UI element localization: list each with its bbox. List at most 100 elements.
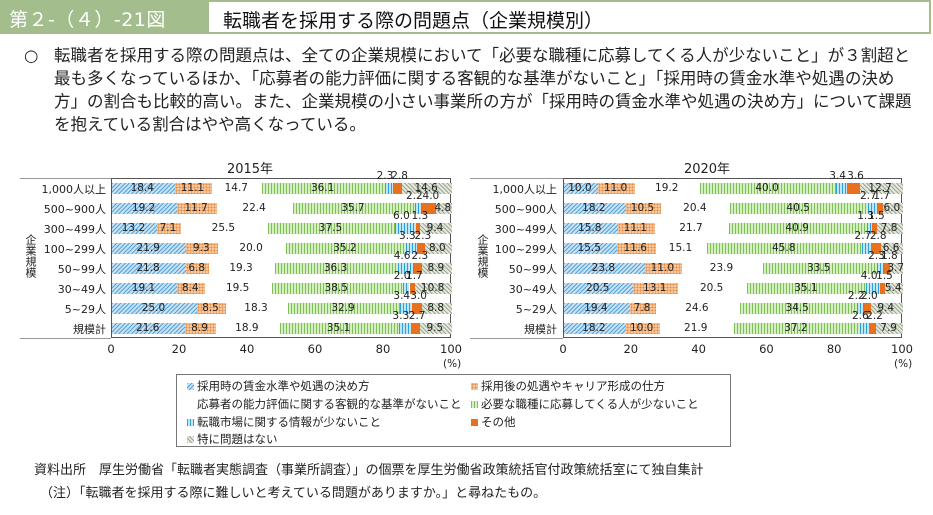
legend-label: 採用後の処遇やキャリア形成の仕方 xyxy=(481,379,665,393)
bar-segment xyxy=(733,322,860,334)
data-label: 19.4 xyxy=(584,302,608,314)
bar-segment xyxy=(385,182,393,194)
data-label: 8.0 xyxy=(429,242,446,254)
data-label: 18.2 xyxy=(582,202,606,214)
legend-label: 必要な職種に応募してくる人が少ないこと xyxy=(481,397,699,411)
data-label: 1.3 xyxy=(857,209,874,222)
data-label: 36.1 xyxy=(310,182,335,194)
bar-segment xyxy=(876,322,903,334)
bar-segment xyxy=(867,202,877,214)
bar-segment xyxy=(868,322,877,334)
bar-segment xyxy=(392,182,403,194)
category-label: 1,000人以上 xyxy=(41,183,107,196)
data-label: 22.4 xyxy=(242,202,266,214)
x-tick-label: 0 xyxy=(559,342,567,356)
bar-segment xyxy=(564,282,634,294)
bar-segment xyxy=(414,202,423,214)
data-label: 3.4 xyxy=(829,169,846,182)
bar-segment xyxy=(625,322,660,334)
bar-segment xyxy=(421,262,452,274)
category-label: 100~299人 xyxy=(494,243,557,256)
data-label: 1.5 xyxy=(876,269,893,282)
category-label: 300~499人 xyxy=(494,223,557,236)
bar-segment xyxy=(879,282,886,294)
bar-segment xyxy=(435,202,452,214)
bar-segment xyxy=(890,262,903,274)
data-label: 18.4 xyxy=(130,182,154,194)
data-label: 20.5 xyxy=(586,282,610,294)
bar-segment xyxy=(867,222,872,234)
data-label: 4.0 xyxy=(860,269,878,282)
data-label: 23.9 xyxy=(709,262,734,274)
data-label: 2.2 xyxy=(866,309,883,322)
legend-item-career: 採用後の処遇やキャリア形成の仕方 xyxy=(471,378,665,394)
bar-segment xyxy=(864,302,871,314)
bar-segment xyxy=(274,262,399,274)
bar-segment xyxy=(112,242,187,254)
category-label: 30~49人 xyxy=(508,283,557,296)
x-tick-label: 60 xyxy=(759,342,774,356)
x-tick-label: 100 xyxy=(891,342,913,356)
bar-segment xyxy=(416,242,425,254)
data-label: 1.7 xyxy=(406,269,423,282)
bar-segment xyxy=(597,182,636,194)
bar-segment xyxy=(564,322,626,334)
data-label: 19.1 xyxy=(131,282,156,294)
figure-header: 第２-（４）-21図 転職者を採用する際の問題点（企業規模別） xyxy=(0,0,931,34)
data-label: 2.3 xyxy=(411,249,429,262)
data-label: 3.7 xyxy=(887,262,905,274)
x-tick-label: 40 xyxy=(691,342,706,356)
data-label: 9.5 xyxy=(426,322,444,334)
data-label: 11.1 xyxy=(623,222,648,234)
bar-segment xyxy=(882,202,903,214)
bar-segment xyxy=(177,202,218,214)
bar-segment xyxy=(293,202,415,214)
data-label: 1.3 xyxy=(411,209,429,222)
data-label: 12.7 xyxy=(868,182,892,194)
data-label: 2.7 xyxy=(859,189,877,202)
legend: 採用時の賃金水準や処遇の決め方 採用後の処遇やキャリア形成の仕方 応募者の能力評… xyxy=(176,374,731,447)
bar-segment xyxy=(564,242,617,254)
data-label: 15.1 xyxy=(668,242,693,254)
bullet-icon: ○ xyxy=(24,46,39,65)
category-label: 規模計 xyxy=(73,323,106,336)
legend-swatch-icon xyxy=(187,401,194,408)
bar-segment xyxy=(399,302,412,314)
bar-segment xyxy=(271,282,403,294)
bar-segment xyxy=(286,242,406,254)
bar-segment xyxy=(421,302,452,314)
bar-segment xyxy=(424,242,452,254)
bar-segment xyxy=(856,302,864,314)
legend-swatch-icon xyxy=(187,382,194,390)
bar-segment xyxy=(644,262,682,274)
x-tick-label: 80 xyxy=(826,342,842,356)
data-label: 2.2 xyxy=(847,289,865,302)
data-label: 37.5 xyxy=(318,222,343,234)
bar-segment xyxy=(174,182,213,194)
category-label: 300~499人 xyxy=(43,223,106,236)
bar-segment xyxy=(762,262,877,274)
data-label: 3.0 xyxy=(410,289,427,302)
bar-segment xyxy=(197,302,226,314)
data-label: 3.6 xyxy=(847,169,864,182)
data-label: 7.1 xyxy=(159,222,177,234)
category-label: 規模計 xyxy=(524,323,557,336)
data-label: 2.7 xyxy=(408,309,426,322)
data-label: 8.5 xyxy=(202,302,219,314)
bar-segment xyxy=(880,242,904,254)
data-label: 11.6 xyxy=(623,242,647,254)
data-label: 9.4 xyxy=(877,302,895,314)
bar-segment xyxy=(112,262,187,274)
data-label: 20.0 xyxy=(239,242,263,254)
x-tick-label: 20 xyxy=(623,342,639,356)
legend-swatch-icon xyxy=(471,418,478,426)
bar-segment xyxy=(399,322,411,334)
bar-segment xyxy=(564,222,618,234)
data-label: 7.8 xyxy=(880,222,898,234)
bar-segment xyxy=(186,242,219,254)
bar-segment xyxy=(747,282,867,294)
data-label: 25.0 xyxy=(141,302,166,314)
data-label: 10.8 xyxy=(420,282,445,294)
data-label: 19.5 xyxy=(225,282,250,294)
bar-segment xyxy=(564,202,626,214)
